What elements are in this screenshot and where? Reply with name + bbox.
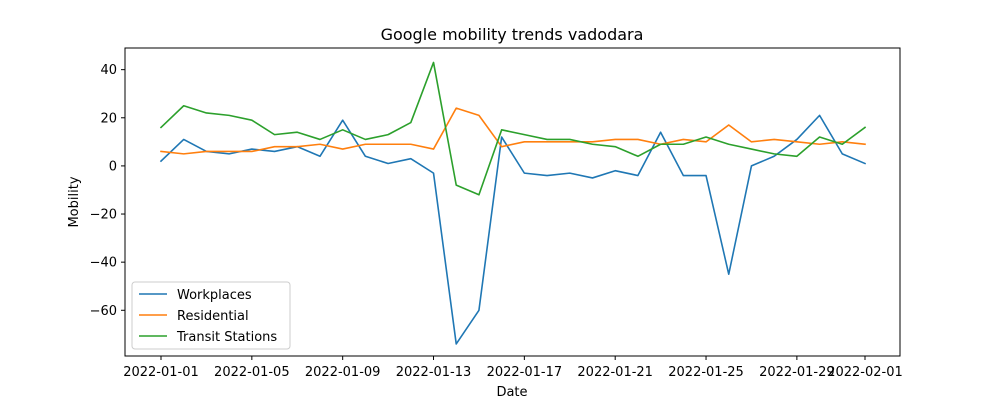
x-tick-label: 2022-01-17 xyxy=(487,365,563,380)
x-tick-label: 2022-01-21 xyxy=(577,365,653,380)
series-line-residential xyxy=(160,107,866,155)
x-tick-label: 2022-01-29 xyxy=(759,365,835,380)
legend: Workplaces Residential Transit Stations xyxy=(131,281,291,350)
y-tick-label: −20 xyxy=(90,208,117,223)
legend-label: Residential xyxy=(177,309,249,324)
y-axis-title: Mobility xyxy=(67,176,82,227)
series-line-transit-stations xyxy=(159,61,867,196)
y-tick-label: 40 xyxy=(100,63,117,78)
legend-label: Transit Stations xyxy=(176,330,277,345)
x-tick-label: 2022-01-01 xyxy=(123,365,199,380)
x-axis: 2022-01-01 2022-01-05 2022-01-09 2022-01-13… xyxy=(123,356,903,380)
y-tick-label: 20 xyxy=(100,111,117,126)
series-layer xyxy=(159,61,867,345)
x-tick-label: 2022-01-25 xyxy=(668,365,744,380)
legend-label: Workplaces xyxy=(177,288,252,303)
plot-frame xyxy=(124,47,901,357)
series-line-workplaces xyxy=(159,114,867,345)
chart-title: Google mobility trends vadodara xyxy=(381,25,644,44)
x-tick-label: 2022-02-01 xyxy=(827,365,903,380)
x-tick-label: 2022-01-09 xyxy=(305,365,381,380)
legend-box xyxy=(131,281,291,350)
x-tick-label: 2022-01-13 xyxy=(396,365,472,380)
y-tick-label: −60 xyxy=(90,304,117,319)
y-tick-label: 0 xyxy=(109,159,117,174)
y-axis: 40 20 0 −20 −40 −60 xyxy=(90,63,125,319)
x-axis-title: Date xyxy=(496,385,527,400)
y-tick-label: −40 xyxy=(90,256,117,271)
x-tick-label: 2022-01-05 xyxy=(214,365,290,380)
